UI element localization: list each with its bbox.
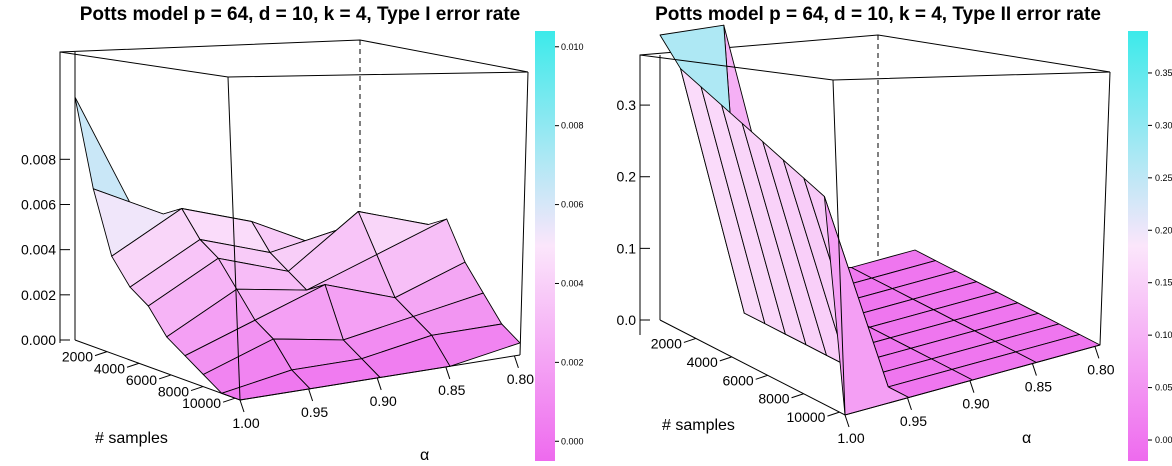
y-axis-label: α <box>1022 430 1031 447</box>
colorbar-tick-label: 0.00 <box>1155 435 1172 445</box>
type-i-chart: Potts model p = 64, d = 10, k = 4, Type … <box>21 4 584 464</box>
front-vertical-edge <box>832 79 846 416</box>
colorbar-tick-label: 0.35 <box>1155 68 1172 78</box>
chart-title: Potts model p = 64, d = 10, k = 4, Type … <box>80 4 521 25</box>
x-tick-mark <box>827 411 840 417</box>
z-tick-label: 0.002 <box>21 287 56 303</box>
top-front-edge <box>59 51 529 78</box>
back-wall-edge <box>59 39 529 343</box>
colorbar-tick-label: 0.05 <box>1155 383 1172 393</box>
x-tick-label: 10000 <box>182 395 221 411</box>
x-tick-label: 4000 <box>94 360 125 376</box>
colorbar-tick-label: 0.15 <box>1155 278 1172 288</box>
y-tick-label: 1.00 <box>232 415 259 431</box>
y-tick-mark <box>308 388 314 402</box>
z-tick-label: 0.0 <box>617 312 637 328</box>
x-tick-mark <box>158 374 172 380</box>
type-ii-chart: Potts model p = 64, d = 10, k = 4, Type … <box>617 4 1172 461</box>
colorbar <box>535 31 555 461</box>
z-tick-label: 0.004 <box>21 242 56 258</box>
x-tick-label: 2000 <box>651 335 682 351</box>
z-tick-label: 0.2 <box>617 169 637 185</box>
z-tick-label: 0.3 <box>617 97 637 113</box>
front-vertical-edge <box>227 76 241 401</box>
x-tick-mark <box>683 337 697 343</box>
z-tick-label: 0.006 <box>21 196 56 212</box>
x-tick-mark <box>126 362 140 368</box>
y-tick-label: 0.95 <box>301 404 328 420</box>
z-axis-ticks: 0.0 0.1 0.2 0.3 <box>617 97 650 328</box>
box-back-edges <box>639 34 1111 335</box>
y-tick-label: 0.80 <box>507 371 534 387</box>
colorbar-tick-label: 0.10 <box>1155 330 1172 340</box>
x-tick-mark <box>719 356 732 362</box>
colorbar-ticks: 0.00 0.05 0.10 0.15 0.20 0.25 0.30 0.35 <box>1148 68 1172 445</box>
y-tick-label: 0.95 <box>900 413 927 429</box>
y-axis-ticks: 1.00 0.95 0.90 0.85 0.80 <box>837 346 1115 446</box>
x-tick-label: 6000 <box>126 372 157 388</box>
y-tick-mark <box>445 366 451 380</box>
y-tick-mark <box>239 399 245 413</box>
top-front-edge <box>639 54 1111 81</box>
y-axis-ticks: 1.00 0.95 0.90 0.85 0.80 <box>232 355 534 431</box>
colorbar-tick-label: 0.30 <box>1155 120 1172 130</box>
y-tick-mark <box>376 377 382 391</box>
y-tick-mark <box>969 380 975 393</box>
y-tick-label: 0.85 <box>438 382 465 398</box>
colorbar-ticks: 0.000 0.002 0.004 0.006 0.008 0.010 <box>555 42 584 446</box>
colorbar-tick-label: 0.006 <box>561 200 584 210</box>
x-tick-mark <box>190 386 204 392</box>
y-tick-label: 0.80 <box>1087 361 1114 377</box>
y-tick-label: 0.90 <box>370 393 397 409</box>
x-axis-label: # samples <box>662 417 735 434</box>
surface <box>74 96 521 401</box>
colorbar-tick-label: 0.008 <box>561 121 584 131</box>
back-wall-edge <box>639 34 1111 335</box>
colorbar-tick-label: 0.010 <box>561 42 584 52</box>
x-tick-label: 6000 <box>723 372 754 388</box>
x-axis-label: # samples <box>95 430 168 447</box>
chart-title: Potts model p = 64, d = 10, k = 4, Type … <box>655 4 1101 25</box>
colorbar-tick-label: 0.002 <box>561 357 584 367</box>
y-tick-mark <box>1031 363 1037 376</box>
y-tick-mark <box>844 414 850 428</box>
y-tick-mark <box>1094 346 1100 359</box>
z-tick-label: 0.1 <box>617 240 637 256</box>
right-vertical-edge <box>1099 71 1111 346</box>
colorbar-tick-label: 0.000 <box>561 436 584 446</box>
z-tick-label: 0.008 <box>21 151 56 167</box>
x-tick-label: 8000 <box>758 391 789 407</box>
colorbar <box>1128 31 1148 461</box>
x-tick-mark <box>94 351 108 357</box>
y-tick-mark <box>907 397 912 411</box>
z-axis-ticks: 0.000 0.002 0.004 0.006 0.008 <box>21 151 70 348</box>
y-tick-label: 0.85 <box>1025 379 1052 395</box>
x-tick-label: 2000 <box>62 349 93 365</box>
x-tick-mark <box>222 397 236 403</box>
colorbar-tick-label: 0.20 <box>1155 225 1172 235</box>
y-axis-label: α <box>420 447 429 464</box>
x-tick-label: 4000 <box>687 354 718 370</box>
z-tick-label: 0.000 <box>21 332 56 348</box>
x-tick-mark <box>791 393 804 399</box>
colorbar-tick-label: 0.25 <box>1155 173 1172 183</box>
x-tick-label: 8000 <box>158 384 189 400</box>
box-back-edges <box>59 39 529 343</box>
colorbar-tick-label: 0.004 <box>561 278 584 288</box>
surface <box>659 24 1101 416</box>
y-tick-label: 0.90 <box>962 396 989 412</box>
right-vertical-edge <box>519 71 529 356</box>
y-tick-label: 1.00 <box>837 430 864 446</box>
x-tick-label: 10000 <box>787 409 826 425</box>
x-tick-mark <box>755 374 768 380</box>
y-tick-mark <box>513 355 519 369</box>
